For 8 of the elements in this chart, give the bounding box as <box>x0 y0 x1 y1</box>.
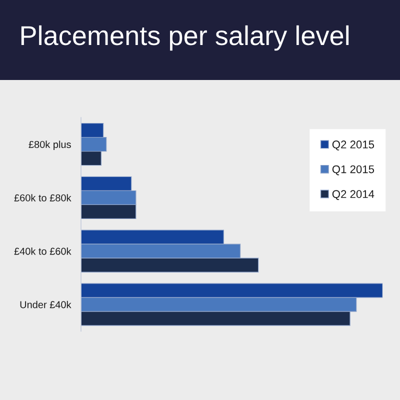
y-tick-label: £60k to £80k <box>14 194 72 202</box>
legend-label: Q1 2015 <box>332 165 374 176</box>
y-tick-label: Under £40k <box>20 300 72 308</box>
y-tick-label: £40k to £60k <box>14 247 72 255</box>
chart-title: Placements per salary level <box>21 25 349 51</box>
legend-label: Q2 2014 <box>332 190 374 200</box>
y-tick-label: £80k plus <box>28 140 71 150</box>
legend-label: Q2 2015 <box>332 140 374 150</box>
